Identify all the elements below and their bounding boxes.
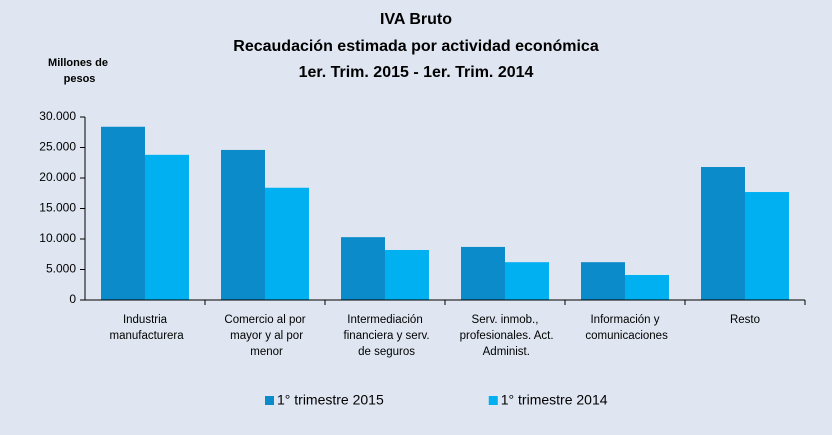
bar [101,126,145,300]
chart-title: IVA Bruto [380,11,452,28]
legend-swatch [265,396,274,405]
x-tick-label: Intermediación financiera y serv. de seg… [340,314,429,358]
bar [385,249,429,300]
legend-label: 1° trimestre 2015 [277,392,384,408]
bar [265,187,309,300]
bar [461,246,505,300]
chart-subtitle: Recaudación estimada por actividad econó… [233,38,599,55]
y-tick-label: 30.000 [39,109,76,123]
x-tick-label: Serv. inmob., profesionales. Act. Admini… [456,314,553,358]
y-axis-label: Millones de pesos [48,57,108,85]
bar [625,274,669,300]
x-tick-label: Comercio al por mayor y al por menor [224,314,305,358]
y-tick-label: 25.000 [39,140,76,154]
legend-label: 1° trimestre 2014 [501,392,608,408]
bar [745,192,789,300]
x-tick-label: Industria manufacturera [106,314,184,342]
bar [581,262,625,300]
y-tick-label: 0 [69,292,76,306]
y-tick-label: 20.000 [39,170,76,184]
y-tick-label: 10.000 [39,231,76,245]
x-tick-label: Información y comunicaciones [582,314,668,342]
chart-subtitle: 1er. Trim. 2015 - 1er. Trim. 2014 [299,64,534,81]
y-tick-label: 5.000 [46,262,76,276]
bar [341,237,385,300]
bar [505,262,549,300]
legend-swatch [488,396,498,405]
bar [701,167,745,300]
y-tick-label: 15.000 [39,201,76,215]
bar [221,149,265,300]
x-tick-label: Resto [730,314,760,326]
bar [145,154,189,300]
